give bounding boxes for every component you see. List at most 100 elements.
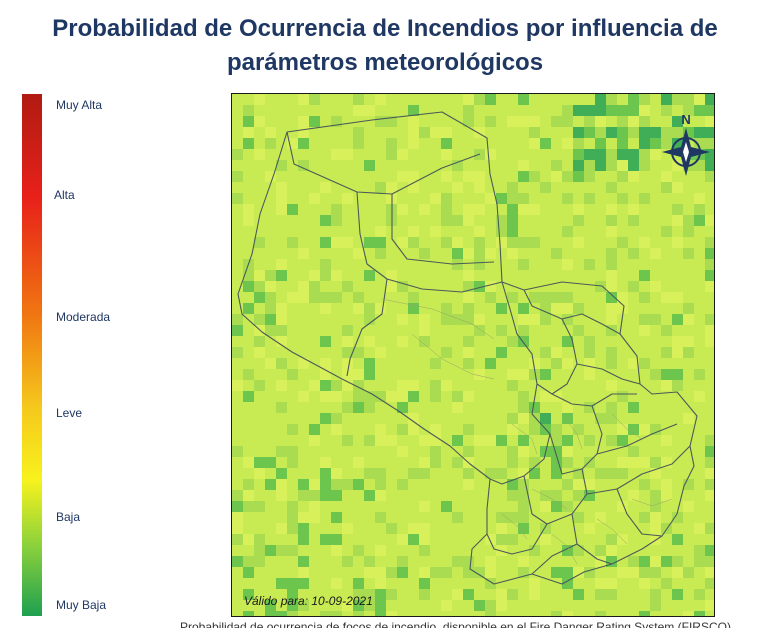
raster-cell (232, 325, 243, 336)
raster-cell (243, 501, 254, 512)
raster-cell (683, 479, 694, 490)
raster-cell (320, 358, 331, 369)
raster-cell (287, 589, 298, 600)
raster-cell (562, 292, 573, 303)
raster-cell (606, 226, 617, 237)
raster-cell (474, 281, 485, 292)
raster-cell (628, 402, 639, 413)
raster-cell (419, 325, 430, 336)
raster-cell (408, 391, 419, 402)
raster-cell (705, 468, 714, 479)
raster-cell (331, 413, 342, 424)
raster-cell (551, 171, 562, 182)
raster-cell (705, 325, 714, 336)
raster-cell (672, 534, 683, 545)
raster-cell (320, 215, 331, 226)
raster-cell (265, 127, 276, 138)
raster-cell (397, 556, 408, 567)
raster-cell (287, 611, 298, 616)
raster-cell (243, 105, 254, 116)
raster-cell (617, 567, 628, 578)
raster-cell (364, 391, 375, 402)
raster-cell (650, 534, 661, 545)
raster-cell (485, 358, 496, 369)
raster-cell (397, 446, 408, 457)
raster-cell (496, 534, 507, 545)
raster-cell (694, 138, 705, 149)
raster-cell (430, 193, 441, 204)
raster-cell (650, 149, 661, 160)
raster-cell (276, 490, 287, 501)
raster-cell (408, 105, 419, 116)
raster-cell (694, 160, 705, 171)
raster-cell (298, 292, 309, 303)
raster-cell (309, 292, 320, 303)
raster-cell (485, 116, 496, 127)
raster-cell (397, 281, 408, 292)
raster-cell (463, 314, 474, 325)
raster-cell (694, 545, 705, 556)
raster-cell (408, 523, 419, 534)
raster-cell (606, 292, 617, 303)
raster-cell (320, 259, 331, 270)
raster-cell (342, 523, 353, 534)
raster-cell (287, 446, 298, 457)
raster-cell (562, 314, 573, 325)
raster-cell (463, 589, 474, 600)
raster-cell (386, 523, 397, 534)
raster-cell (562, 479, 573, 490)
raster-cell (661, 457, 672, 468)
raster-cell (298, 94, 309, 105)
raster-cell (639, 325, 650, 336)
raster-cell (705, 171, 714, 182)
raster-cell (661, 127, 672, 138)
raster-cell (254, 237, 265, 248)
raster-cell (331, 479, 342, 490)
raster-cell (353, 589, 364, 600)
raster-cell (331, 391, 342, 402)
raster-cell (353, 611, 364, 616)
raster-cell (276, 523, 287, 534)
raster-cell (364, 589, 375, 600)
raster-cell (650, 314, 661, 325)
raster-cell (507, 589, 518, 600)
border-line (531, 543, 578, 575)
raster-cell (474, 182, 485, 193)
raster-cell (408, 534, 419, 545)
raster-cell (617, 127, 628, 138)
raster-cell (672, 314, 683, 325)
raster-cell (584, 435, 595, 446)
raster-cell (232, 446, 243, 457)
raster-cell (243, 457, 254, 468)
raster-cell (265, 270, 276, 281)
valid-date-label: Válido para: 10-09-2021 (244, 594, 373, 608)
raster-cell (386, 138, 397, 149)
raster-cell (232, 171, 243, 182)
raster-cell (375, 424, 386, 435)
raster-cell (474, 600, 485, 611)
raster-cell (705, 237, 714, 248)
raster-cell (595, 116, 606, 127)
raster-cell (683, 226, 694, 237)
raster-cell (298, 490, 309, 501)
raster-cell (419, 545, 430, 556)
raster-cell (342, 556, 353, 567)
raster-cell (496, 468, 507, 479)
raster-cell (408, 303, 419, 314)
raster-cell (298, 512, 309, 523)
raster-cell (518, 314, 529, 325)
raster-cell (551, 446, 562, 457)
raster-cell (518, 391, 529, 402)
raster-cell (639, 138, 650, 149)
raster-cell (694, 105, 705, 116)
raster-cell (276, 336, 287, 347)
raster-cell (375, 182, 386, 193)
raster-cell (705, 105, 714, 116)
raster-cell (573, 545, 584, 556)
raster-cell (705, 446, 714, 457)
raster-cell (298, 600, 309, 611)
raster-cell (342, 402, 353, 413)
raster-cell (463, 303, 474, 314)
raster-cell (606, 270, 617, 281)
raster-cell (518, 325, 529, 336)
